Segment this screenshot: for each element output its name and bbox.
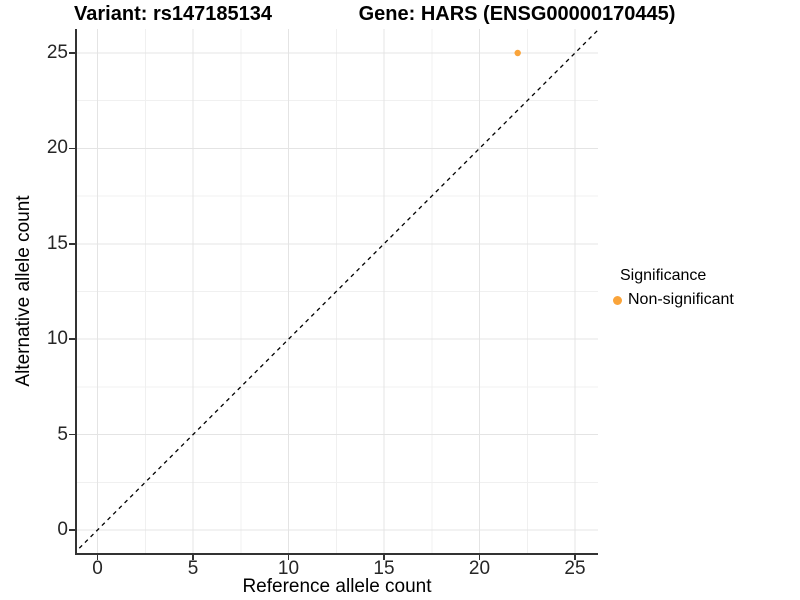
y-tick-label: 25 [46, 42, 68, 63]
plot-title-variant: Variant: rs147185134 [74, 3, 272, 25]
y-tick-label: 20 [46, 137, 68, 159]
x-axis-title: Reference allele count [242, 576, 432, 597]
plot-title-gene: Gene: HARS (ENSG00000170445) [358, 3, 676, 25]
identity-line [77, 29, 598, 552]
y-tick-mark [69, 243, 75, 245]
y-tick-mark [69, 338, 75, 340]
data-point [514, 49, 521, 57]
x-tick-mark [287, 555, 290, 560]
x-tick-mark [574, 555, 576, 560]
y-tick-mark [69, 52, 75, 54]
y-tick-mark [69, 147, 75, 150]
x-tick-mark [383, 555, 385, 560]
y-tick-label: 5 [57, 423, 68, 445]
x-tick-label: 0 [92, 558, 103, 579]
y-tick-mark [69, 529, 75, 531]
y-tick-mark [69, 433, 75, 436]
x-tick-label: 20 [468, 558, 491, 579]
plot-canvas [77, 29, 598, 553]
x-tick-mark [478, 555, 481, 560]
x-tick-label: 5 [187, 558, 199, 579]
y-tick-label: 15 [46, 232, 68, 254]
major-gridlines [77, 29, 598, 553]
x-tick-mark [192, 555, 194, 560]
legend: Significance Non-significant [613, 267, 734, 309]
y-tick-label: 0 [57, 519, 68, 540]
plot-panel [75, 29, 598, 555]
data-points [514, 49, 521, 57]
x-tick-label: 15 [373, 558, 395, 579]
x-tick-mark [96, 555, 99, 560]
y-tick-label: 10 [46, 328, 68, 350]
x-tick-label: 25 [564, 558, 586, 579]
y-axis-title: Alternative allele count [13, 195, 34, 387]
identity-dashed-line [77, 29, 598, 552]
legend-point-icon [613, 295, 622, 305]
minor-gridlines [77, 29, 598, 553]
legend-item: Non-significant [613, 291, 734, 309]
x-tick-label: 10 [277, 558, 300, 579]
legend-title: Significance [620, 267, 707, 284]
legend-item-label: Non-significant [628, 291, 734, 308]
